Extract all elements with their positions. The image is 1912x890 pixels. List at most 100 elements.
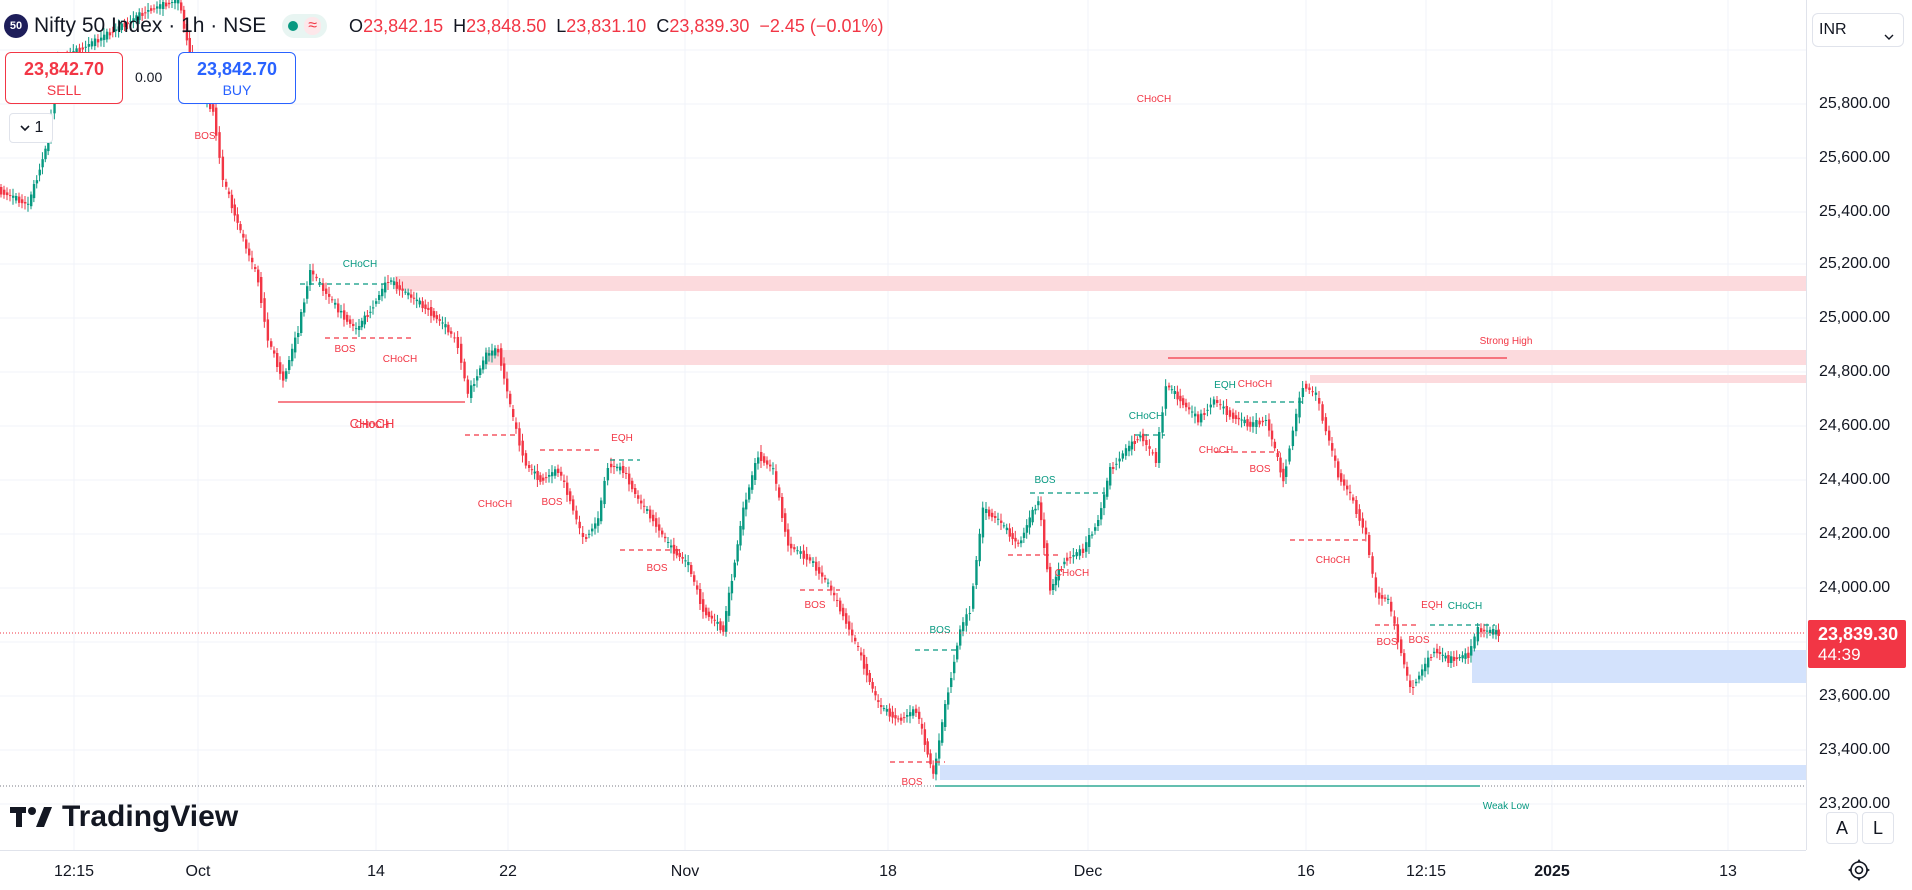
- candle-body: [1452, 656, 1456, 661]
- currency-select[interactable]: INR: [1812, 13, 1904, 47]
- candle-body: [1458, 657, 1461, 659]
- candle-body: [821, 572, 824, 577]
- candle-body: [1173, 391, 1176, 394]
- candle-body: [1011, 533, 1014, 540]
- price-axis[interactable]: 25,800.00 25,600.00 25,400.00 25,200.00 25,0…: [1806, 0, 1912, 850]
- candle-body: [699, 589, 702, 604]
- time-tick: 12:15: [1405, 863, 1447, 880]
- candle-body: [1094, 527, 1097, 531]
- quantity-selector[interactable]: 1: [9, 113, 53, 143]
- structure-label: BOS: [1376, 637, 1397, 648]
- market-status-pill[interactable]: ≈: [282, 14, 328, 38]
- candle-body: [147, 10, 150, 12]
- candle-body: [1311, 391, 1314, 393]
- candle-body: [578, 521, 581, 529]
- candle-body: [138, 12, 141, 21]
- candle-body: [108, 32, 112, 36]
- candle-body: [628, 473, 631, 485]
- time-axis[interactable]: 12:15 Oct 14 22 Nov 18 Dec 16 12:15 2025 13: [0, 850, 1806, 890]
- candle-body: [1124, 448, 1128, 456]
- candle-body: [315, 276, 318, 279]
- chevron-down-icon: [1884, 34, 1894, 40]
- candle-body: [1486, 630, 1489, 632]
- price-tick: 25,800.00: [1819, 95, 1891, 112]
- candle-body: [818, 567, 821, 574]
- candle-body: [1091, 534, 1094, 536]
- candle-body: [836, 600, 839, 601]
- candle-body: [769, 464, 772, 467]
- candle-body: [1393, 616, 1396, 624]
- candle-body: [1151, 452, 1154, 454]
- candle-body: [221, 156, 225, 180]
- candle-body: [407, 292, 410, 296]
- structure-label: CHoCH: [1199, 445, 1233, 456]
- candle-body: [696, 585, 699, 590]
- buy-button[interactable]: 23,842.70 BUY: [178, 52, 296, 104]
- candle-body: [1441, 654, 1444, 656]
- candle-body: [631, 480, 634, 490]
- candle-body: [346, 314, 349, 322]
- candle-body: [894, 715, 897, 719]
- candle-body: [923, 729, 927, 745]
- candle-body: [1158, 432, 1161, 463]
- candle-body: [412, 297, 416, 299]
- candle-body: [1264, 420, 1268, 421]
- candle-body: [981, 507, 985, 538]
- candle-body: [215, 107, 218, 136]
- time-tick: Dec: [1073, 863, 1103, 880]
- candle-body: [678, 552, 681, 558]
- candle-body: [566, 482, 569, 495]
- candle-body: [754, 463, 757, 480]
- candle-body: [460, 343, 463, 363]
- candle-body: [581, 533, 585, 537]
- candle-body: [1412, 687, 1415, 688]
- candle-body: [1148, 446, 1151, 449]
- candle-body: [1480, 628, 1483, 633]
- candle-body: [1164, 386, 1168, 409]
- candle-body: [1100, 508, 1103, 520]
- sell-button[interactable]: 23,842.70 SELL: [5, 52, 123, 104]
- candle-body: [938, 740, 941, 759]
- candle-body: [410, 294, 413, 298]
- candle-body: [263, 298, 266, 322]
- candle-body: [1258, 420, 1261, 425]
- candle-body: [470, 385, 473, 398]
- candle-body: [123, 22, 126, 28]
- structure-label: CHoCH: [1316, 555, 1350, 566]
- candle-body: [585, 537, 588, 539]
- sell-price: 23,842.70: [23, 59, 105, 79]
- candle-body: [739, 525, 742, 546]
- log-scale-button[interactable]: L: [1862, 812, 1894, 844]
- price-tick: 24,800.00: [1819, 363, 1891, 380]
- candle-body: [78, 47, 81, 53]
- time-tick: 18: [879, 863, 897, 880]
- candle-body: [906, 715, 909, 717]
- candle-body: [1390, 601, 1393, 612]
- structure-label: EQH: [1421, 600, 1443, 611]
- candle-body: [972, 586, 975, 609]
- candle-body: [185, 23, 189, 41]
- candle-body: [725, 611, 728, 632]
- tradingview-logo[interactable]: TradingView: [10, 800, 238, 834]
- structure-label: BOS: [929, 625, 950, 636]
- gear-icon[interactable]: [1846, 857, 1872, 883]
- candle-body: [159, 4, 162, 9]
- candle-body: [180, 2, 183, 11]
- auto-scale-button[interactable]: A: [1826, 812, 1858, 844]
- candle-body: [1470, 646, 1473, 656]
- candle-body: [860, 652, 863, 656]
- symbol-title[interactable]: Nifty 50 Index · 1h · NSE: [34, 14, 267, 37]
- ohlc-item: H23,848.50: [453, 16, 552, 37]
- candle-body: [1194, 413, 1197, 417]
- candle-body: [705, 607, 708, 616]
- structure-label: CHoCH: [1448, 601, 1482, 612]
- time-tick: 2025: [1534, 863, 1570, 880]
- chart-area[interactable]: CHoCH BOS BOS CHoCH CHoCH CHoCH BOS BOS EQH BOS BO…: [0, 0, 1806, 850]
- candle-body: [1461, 655, 1464, 659]
- candle-body: [775, 471, 778, 484]
- candle-body: [619, 466, 622, 471]
- candle-body: [1444, 655, 1447, 659]
- price-chart[interactable]: CHoCH BOS BOS CHoCH CHoCH CHoCH BOS BOS EQH BOS BO…: [0, 0, 1806, 850]
- candle-body: [1243, 419, 1246, 424]
- candle-body: [1054, 576, 1058, 586]
